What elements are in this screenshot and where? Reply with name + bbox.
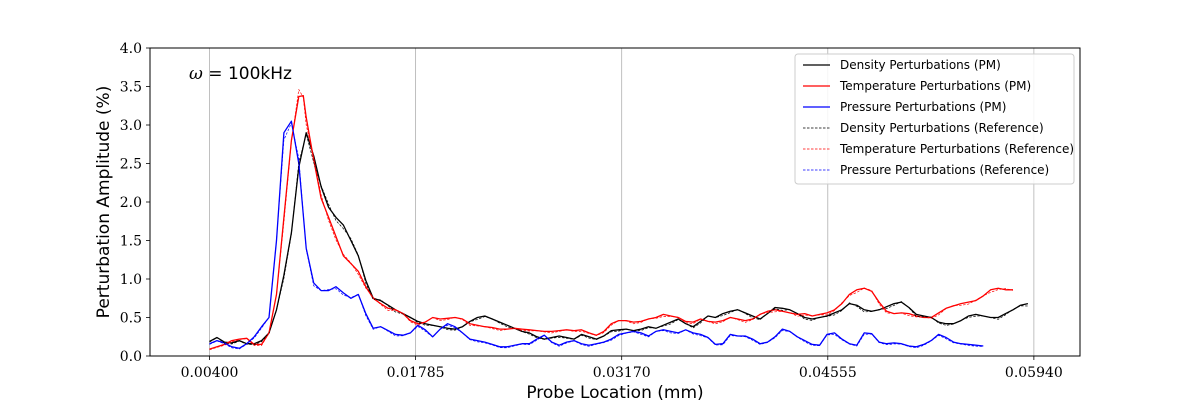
y-tick-label: 1.0 — [120, 272, 142, 288]
y-tick-label: 3.0 — [120, 118, 142, 134]
y-tick-label: 3.5 — [120, 80, 142, 96]
series-line-pressure-reference — [209, 122, 984, 350]
y-tick-label: 0.5 — [120, 311, 142, 327]
x-axis-label: Probe Location (mm) — [526, 383, 703, 400]
omega-symbol: ω — [189, 64, 203, 84]
series-lines — [209, 89, 1029, 351]
legend-entry: Temperature Perturbations (PM) — [839, 79, 1031, 93]
y-axis-label: Perturbation Amplitude (%) — [94, 86, 114, 319]
annotation-value: 100kHz — [228, 64, 292, 84]
legend-entry: Density Perturbations (Reference) — [840, 121, 1044, 135]
series-line-density-reference — [209, 133, 1028, 346]
series-line-temperature-pm — [209, 95, 1013, 350]
legend-entry: Density Perturbations (PM) — [840, 58, 1001, 72]
legend: Density Perturbations (PM) Temperature Pe… — [794, 53, 1075, 185]
y-tick-label: 2.5 — [120, 157, 142, 173]
x-tick-label: 0.03170 — [593, 365, 651, 381]
frequency-annotation: ω = 100kHz — [189, 64, 292, 84]
legend-entry: Pressure Perturbations (Reference) — [840, 163, 1049, 177]
annotation-equals: = — [203, 64, 228, 84]
y-axis-ticks: 0.0 0.5 1.0 1.5 2.0 2.5 3.0 3.5 4.0 — [120, 41, 150, 365]
x-tick-label: 0.05940 — [1005, 365, 1063, 381]
legend-entry: Pressure Perturbations (PM) — [840, 100, 1006, 114]
y-tick-label: 2.0 — [120, 195, 142, 211]
legend-entry: Temperature Perturbations (Reference) — [839, 142, 1074, 156]
y-tick-label: 0.0 — [120, 349, 142, 365]
legend-box — [794, 53, 1075, 185]
y-tick-label: 4.0 — [120, 41, 142, 57]
series-line-temperature-reference — [209, 89, 1014, 351]
y-tick-label: 1.5 — [120, 234, 142, 250]
x-tick-label: 0.00400 — [181, 365, 239, 381]
x-axis-ticks: 0.00400 0.01785 0.03170 0.04555 0.05940 — [181, 356, 1063, 381]
series-line-density-pm — [209, 132, 1029, 345]
series-line-pressure-pm — [209, 120, 984, 349]
x-tick-label: 0.04555 — [799, 365, 857, 381]
x-tick-label: 0.01785 — [387, 365, 445, 381]
